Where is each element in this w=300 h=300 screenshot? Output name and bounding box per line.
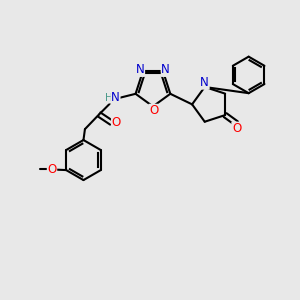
Text: N: N xyxy=(136,63,145,76)
Text: N: N xyxy=(200,76,209,89)
Text: N: N xyxy=(111,92,120,104)
Text: N: N xyxy=(161,63,170,76)
Text: O: O xyxy=(47,163,57,176)
Text: O: O xyxy=(232,122,241,135)
Text: O: O xyxy=(149,104,158,117)
Text: H: H xyxy=(105,93,113,103)
Text: O: O xyxy=(112,116,121,129)
